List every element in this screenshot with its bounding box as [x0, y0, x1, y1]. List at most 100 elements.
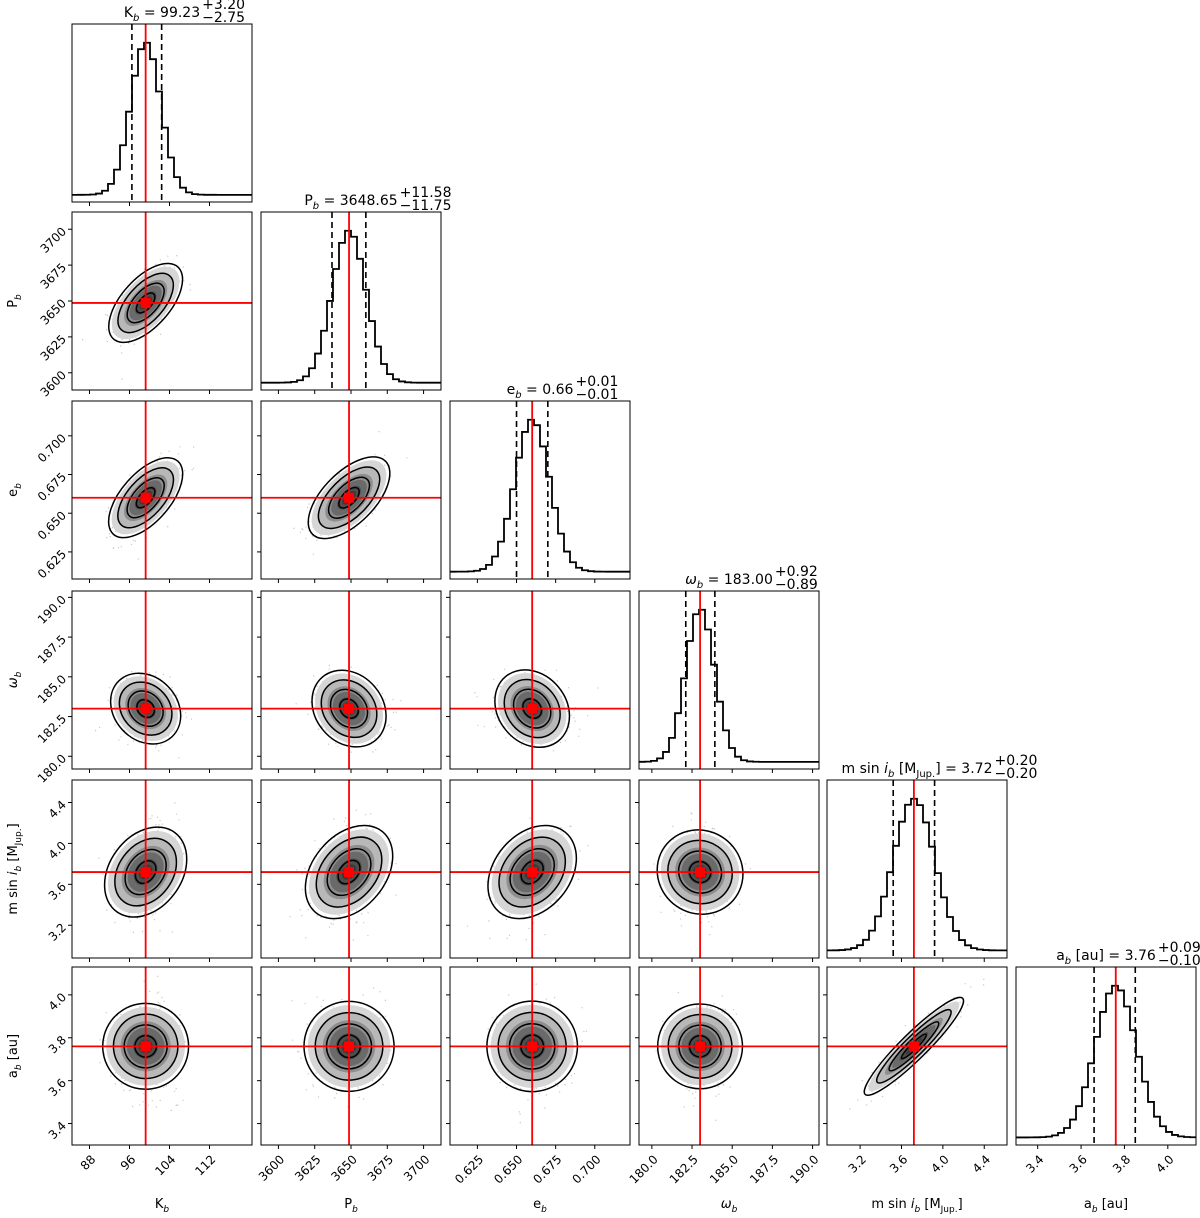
- contour-1: [677, 850, 723, 894]
- truth-marker: [527, 1041, 538, 1052]
- panel-msini-vs-msini: m sin ib [MJup.] = 3.72 +0.20−0.20: [826, 753, 1037, 962]
- panel-msini-vs-e: [446, 779, 631, 962]
- contour-1: [126, 282, 165, 324]
- x-tick-label-msini: 4.4: [970, 1152, 993, 1175]
- y-tick-label-e: 0.625: [35, 547, 69, 581]
- contour-1: [124, 848, 167, 896]
- contour-3: [107, 262, 184, 344]
- y-axis-label-P: Pb: [6, 294, 24, 308]
- hist-title-minus-P: −11.75: [400, 198, 452, 214]
- x-tick-label-omega: 182.5: [667, 1152, 701, 1186]
- y-tick-label-e: 0.700: [35, 431, 69, 465]
- panel-plot-area: [72, 591, 252, 769]
- panel-msini-vs-P: [257, 779, 442, 962]
- contour-2: [503, 678, 561, 739]
- contour-1: [326, 848, 372, 897]
- contour-0: [134, 860, 157, 885]
- x-tick-label-K: 88: [78, 1152, 99, 1173]
- panel-msini-vs-omega: [635, 779, 820, 962]
- panel-frame: [826, 966, 1008, 1146]
- y-axis-label-msini: m sin ib [MJup.]: [6, 823, 24, 914]
- x-tick-label-a: 3.8: [1110, 1152, 1133, 1175]
- contour-2: [315, 836, 383, 908]
- panel-e-vs-e: eb = 0.66 +0.01−0.01: [449, 374, 631, 583]
- panel-frame: [638, 779, 820, 959]
- x-tick-label-P: 3650: [328, 1152, 359, 1183]
- contour-3: [487, 824, 578, 920]
- panel-e-vs-P: [257, 400, 442, 583]
- truth-marker: [140, 1041, 151, 1052]
- y-tick-label-P: 3600: [38, 368, 69, 399]
- contour-3: [486, 1000, 579, 1093]
- panel-frame: [71, 966, 253, 1146]
- panel-frame: [449, 779, 631, 959]
- contour-3: [656, 1003, 744, 1090]
- hist-title-P: Pb = 3648.65: [304, 193, 397, 212]
- x-tick-label-e: 0.700: [569, 1152, 603, 1186]
- x-tick-label-K: 96: [118, 1152, 139, 1173]
- contour-0: [136, 699, 156, 719]
- panel-plot-area: [639, 967, 819, 1145]
- x-tick-label-e: 0.625: [452, 1152, 486, 1186]
- panel-omega-vs-K: 180.0 182.5 185.0 187.5 190.0: [35, 590, 253, 786]
- x-tick-label-omega: 185.0: [707, 1152, 741, 1186]
- panel-plot-area: [261, 212, 441, 390]
- panel-plot-area: [261, 401, 441, 579]
- contour-0: [337, 1034, 362, 1059]
- panel-omega-vs-e: [446, 590, 631, 773]
- contour-0: [337, 859, 361, 885]
- panel-frame: [449, 590, 631, 770]
- hist-title-minus-K: −2.75: [202, 10, 245, 26]
- x-tick-label-K: 104: [152, 1152, 178, 1178]
- x-tick-label-e: 0.650: [491, 1152, 525, 1186]
- panel-plot-area: [639, 780, 819, 958]
- panel-plot-area: [72, 967, 252, 1145]
- y-tick-label-P: 3625: [38, 332, 69, 363]
- contour-2: [118, 681, 173, 736]
- contour-3: [107, 457, 184, 539]
- hist-title-minus-e: −0.01: [575, 387, 618, 403]
- panel-frame: [826, 779, 1008, 959]
- panel-plot-area: [72, 780, 252, 958]
- contour-3: [109, 672, 182, 745]
- panel-a-vs-P: 3600 3625 3650 3675 3700: [256, 966, 442, 1184]
- hist-title-plus-omega: +0.92: [775, 564, 818, 580]
- y-tick-label-msini: 4.4: [46, 798, 69, 821]
- y-tick-label-e: 0.650: [35, 508, 69, 542]
- contour-1: [327, 476, 371, 519]
- y-tick-label-e: 0.675: [35, 470, 69, 504]
- x-axis-label-P: Pb: [344, 1197, 358, 1215]
- y-tick-label-a: 3.8: [46, 1033, 69, 1056]
- contour-2: [314, 1011, 384, 1081]
- panel-msini-vs-K: 3.2 3.6 4.0 4.4: [46, 779, 253, 962]
- histogram-msini: [827, 797, 1007, 952]
- histogram-omega: [639, 608, 819, 763]
- hist-title-plus-e: +0.01: [575, 374, 618, 390]
- panel-plot-area: [261, 967, 441, 1145]
- panel-frame: [1015, 966, 1197, 1146]
- panel-plot-area: [639, 591, 819, 769]
- x-axis-label-e: eb: [533, 1197, 547, 1215]
- truth-marker: [908, 1041, 919, 1052]
- x-tick-label-msini: 4.0: [928, 1152, 951, 1175]
- panel-plot-area: [450, 967, 630, 1145]
- x-tick-label-omega: 187.5: [747, 1152, 781, 1186]
- hist-title-e: eb = 0.66: [507, 382, 574, 401]
- truth-marker: [527, 867, 538, 878]
- panel-plot-area: [72, 401, 252, 579]
- x-tick-label-msini: 3.2: [846, 1152, 869, 1175]
- y-tick-label-omega: 182.5: [35, 712, 69, 746]
- contour-3: [303, 1000, 395, 1093]
- y-tick-label-P: 3675: [38, 260, 69, 291]
- contour-2: [117, 272, 175, 334]
- contour-1: [126, 477, 165, 519]
- truth-marker: [344, 867, 355, 878]
- y-tick-label-omega: 190.0: [35, 593, 69, 627]
- y-tick-label-msini: 3.6: [46, 880, 69, 903]
- y-tick-label-msini: 4.0: [46, 839, 69, 862]
- contour-2: [112, 1013, 179, 1080]
- contour-3: [656, 829, 744, 915]
- hist-title-minus-msini: −0.20: [994, 766, 1037, 782]
- panel-plot-area: [450, 780, 630, 958]
